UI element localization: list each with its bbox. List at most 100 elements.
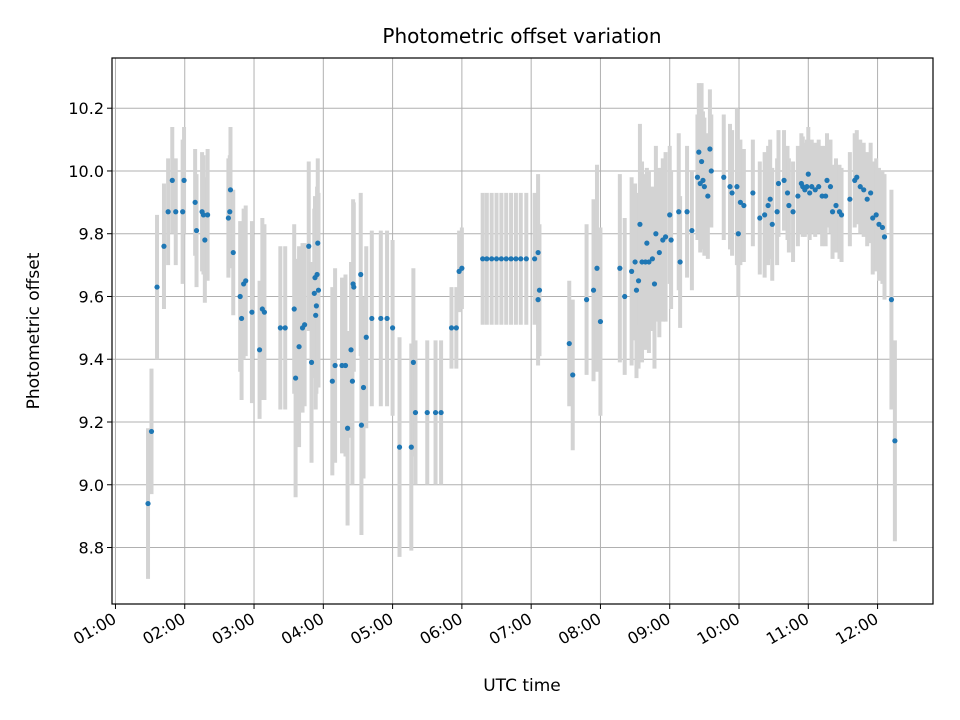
- data-point: [653, 231, 659, 237]
- data-point: [632, 259, 638, 265]
- data-point: [315, 240, 321, 246]
- data-point: [225, 215, 231, 221]
- data-point: [876, 221, 882, 227]
- data-point: [518, 256, 524, 262]
- data-point: [314, 271, 320, 278]
- data-point: [667, 212, 673, 218]
- data-point: [237, 293, 243, 300]
- data-point: [662, 234, 669, 240]
- data-point: [762, 212, 768, 218]
- data-point: [311, 290, 317, 296]
- data-point: [594, 265, 600, 271]
- data-point: [774, 209, 780, 215]
- data-point: [360, 384, 367, 391]
- data-point: [180, 209, 186, 215]
- data-point: [888, 297, 895, 303]
- plot-frame: [111, 57, 934, 605]
- y-axis: 8.8 9.0 9.2 9.4 9.6 9.8 10.0 10.2: [68, 99, 112, 558]
- y-tick-label: 9.8: [79, 225, 104, 244]
- data-point: [651, 281, 658, 287]
- data-point: [493, 256, 500, 262]
- data-point: [161, 243, 167, 249]
- data-point: [282, 325, 288, 331]
- data-point: [306, 243, 312, 249]
- y-tick-label: 8.8: [79, 539, 104, 558]
- data-point: [590, 287, 597, 293]
- data-point: [410, 359, 416, 365]
- data-point: [358, 422, 365, 428]
- data-point: [823, 193, 829, 199]
- data-point: [781, 177, 787, 183]
- data-point: [308, 359, 315, 365]
- data-point: [369, 315, 375, 322]
- data-point: [861, 187, 867, 193]
- data-point: [881, 234, 888, 240]
- data-point: [812, 187, 818, 193]
- data-point: [721, 174, 727, 180]
- data-point: [824, 177, 830, 183]
- data-point: [315, 287, 322, 293]
- data-point: [767, 196, 773, 202]
- data-point: [684, 209, 690, 215]
- data-point: [737, 199, 743, 205]
- data-point: [227, 209, 233, 215]
- data-points: [145, 146, 898, 507]
- data-point: [795, 193, 801, 199]
- data-point: [313, 312, 319, 318]
- data-point: [332, 362, 338, 369]
- data-point: [644, 240, 650, 246]
- data-point: [508, 256, 514, 262]
- data-point: [838, 212, 845, 218]
- chart-title: Photometric offset variation: [382, 24, 661, 48]
- data-point: [358, 271, 364, 278]
- data-point: [827, 184, 834, 190]
- data-point: [629, 268, 635, 274]
- data-point: [729, 190, 735, 196]
- data-point: [689, 227, 695, 234]
- data-point: [790, 209, 796, 215]
- y-tick-label: 9.2: [79, 413, 104, 432]
- data-point: [484, 256, 490, 262]
- data-point: [786, 202, 792, 209]
- data-point: [396, 444, 403, 450]
- data-point: [193, 227, 200, 234]
- data-point: [243, 278, 249, 284]
- data-point: [635, 278, 642, 284]
- data-point: [816, 184, 822, 190]
- data-point: [489, 256, 495, 262]
- data-point: [892, 438, 898, 444]
- y-tick-label: 9.4: [79, 350, 104, 369]
- data-point: [498, 256, 504, 262]
- data-point: [707, 146, 713, 152]
- data-point: [349, 378, 356, 384]
- data-point: [230, 249, 236, 256]
- data-point: [870, 215, 876, 221]
- data-point: [480, 256, 486, 262]
- data-point: [291, 306, 297, 312]
- data-point: [622, 293, 628, 300]
- y-tick-label: 9.0: [79, 476, 104, 495]
- data-point: [829, 209, 836, 215]
- data-point: [868, 190, 874, 196]
- data-point: [566, 340, 572, 347]
- data-point: [408, 444, 414, 450]
- data-point: [847, 196, 853, 202]
- data-point: [727, 184, 733, 190]
- data-point: [384, 315, 390, 322]
- data-point: [513, 256, 519, 262]
- data-point: [329, 378, 335, 384]
- data-point: [256, 347, 263, 353]
- data-point: [154, 284, 160, 290]
- data-point: [807, 190, 813, 196]
- data-point: [705, 193, 711, 199]
- data-point: [775, 180, 782, 187]
- data-point: [854, 174, 860, 180]
- data-point: [389, 325, 396, 331]
- data-point: [700, 177, 706, 183]
- data-point: [438, 409, 444, 416]
- data-point: [570, 372, 576, 378]
- data-point: [750, 190, 756, 196]
- data-point: [503, 256, 509, 262]
- y-axis-label: Photometric offset: [24, 252, 44, 409]
- data-point: [192, 199, 198, 205]
